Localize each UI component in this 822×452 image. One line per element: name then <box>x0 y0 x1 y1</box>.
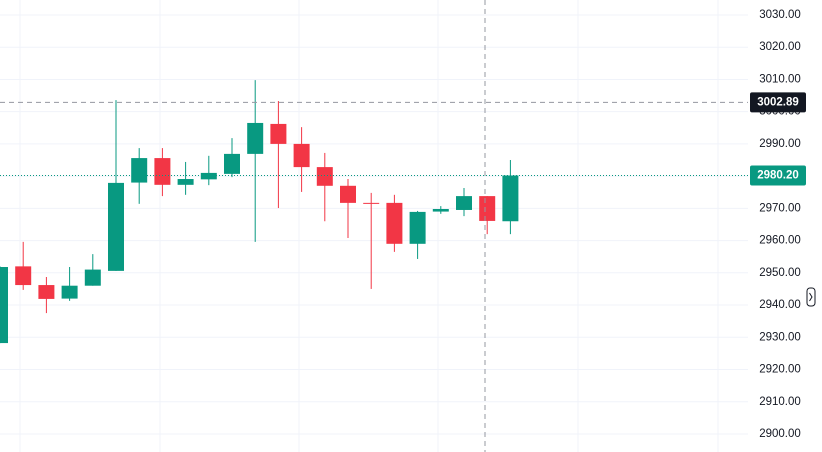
crosshair-price-box <box>750 92 806 113</box>
candle-body <box>224 153 240 174</box>
scroll-button-icon <box>809 292 813 302</box>
y-tick-label: 2920.00 <box>759 364 801 376</box>
y-tick-label: 2950.00 <box>759 267 801 279</box>
candle-body <box>177 179 194 185</box>
last-price-label: 2980.20 <box>757 170 799 182</box>
candle-body <box>0 267 8 344</box>
candle-body <box>479 196 496 221</box>
candle-body <box>270 123 287 144</box>
candle-body <box>247 122 264 154</box>
candle-body <box>456 196 472 210</box>
candle-body <box>316 167 333 186</box>
candle-body <box>409 211 426 244</box>
y-tick-label: 3010.00 <box>759 73 801 85</box>
candle-body <box>386 202 403 244</box>
y-tick-label: 2960.00 <box>759 235 801 247</box>
candle-body <box>84 269 101 286</box>
candle-body <box>131 158 148 183</box>
candle-body <box>154 158 171 185</box>
y-tick-label: 2970.00 <box>759 202 801 214</box>
candle-body <box>61 285 78 299</box>
crosshair-price-label: 3002.89 <box>757 96 799 108</box>
candle-body <box>200 172 217 180</box>
plot <box>0 14 748 435</box>
y-tick-label: 3020.00 <box>759 41 801 53</box>
candle-body <box>432 208 449 212</box>
y-tick-label: 2990.00 <box>759 138 801 150</box>
y-tick-label: 2900.00 <box>759 428 801 440</box>
y-tick-label: 2940.00 <box>759 299 801 311</box>
price-axis: 3030.003020.003010.003000.002990.002980.… <box>750 9 806 440</box>
v-grid <box>19 0 719 452</box>
candle-body <box>293 143 310 168</box>
y-tick-label: 3030.00 <box>759 9 801 21</box>
last-price-box <box>750 165 806 186</box>
scroll-button[interactable] <box>806 287 816 307</box>
candle-body <box>38 285 55 299</box>
candle-body <box>340 185 356 203</box>
y-tick-label: 2910.00 <box>759 396 801 408</box>
candle-body <box>502 175 519 222</box>
candle-body <box>108 182 124 271</box>
y-tick-label: 2930.00 <box>759 331 801 343</box>
scroll-button-box[interactable] <box>806 287 816 307</box>
candle-body <box>363 202 380 204</box>
candle-body <box>15 266 32 286</box>
